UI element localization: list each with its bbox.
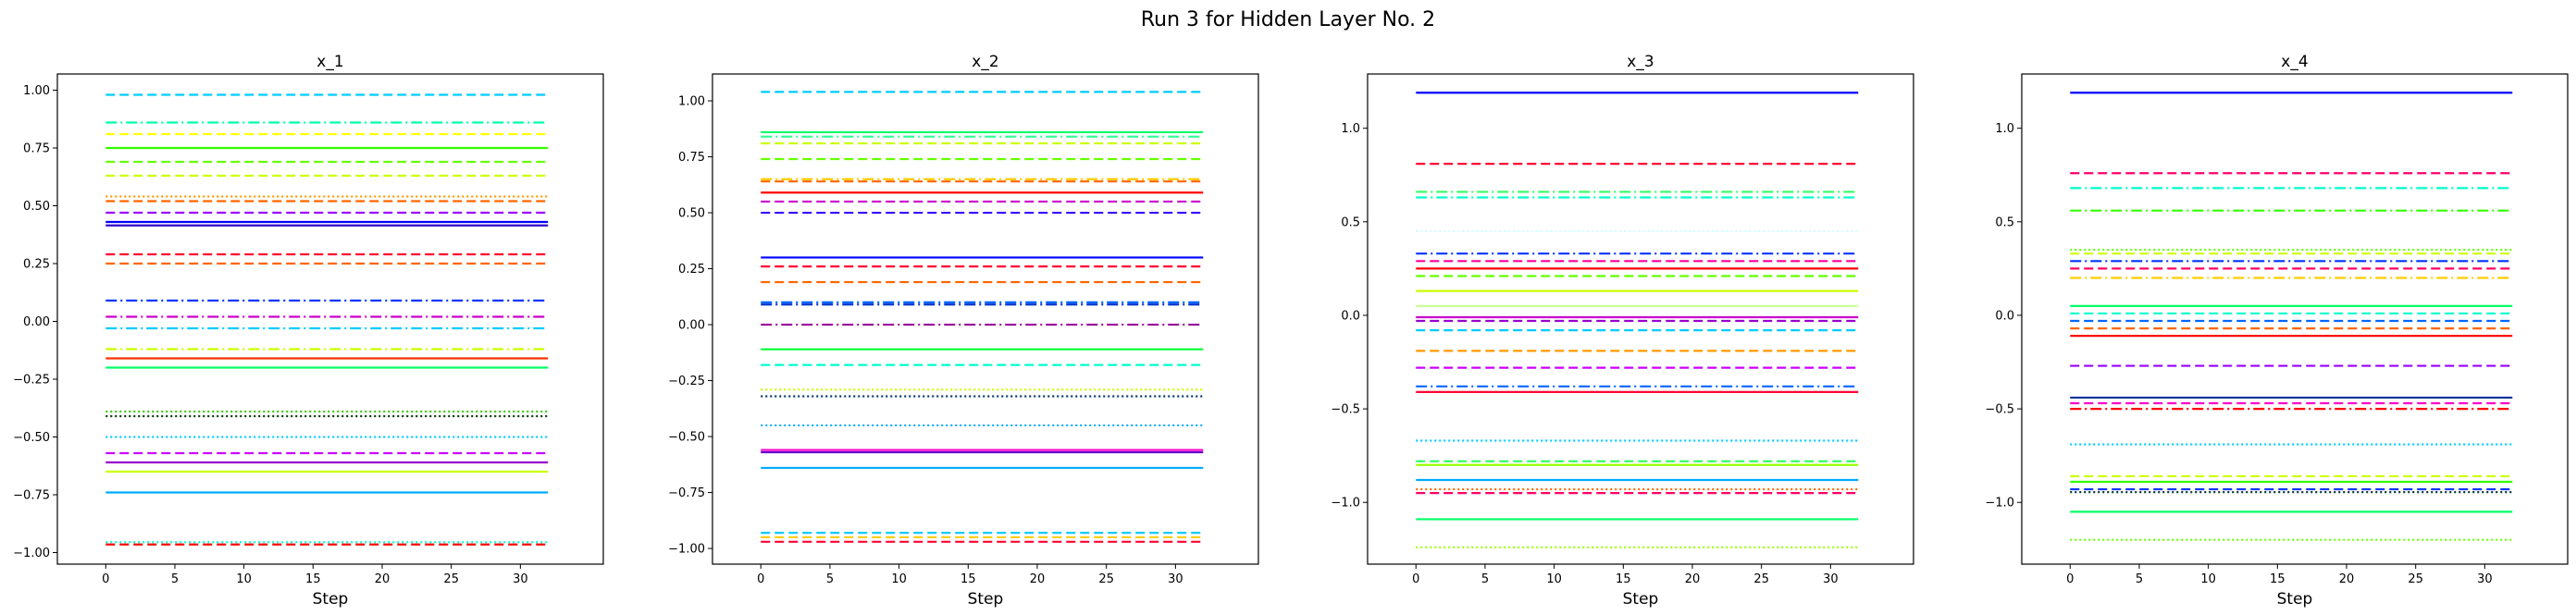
y-tick-label: −0.75 [13,489,50,503]
x-axis-label: Step [1623,590,1659,609]
x-tick-label: 5 [826,572,834,586]
subplot-title: x_4 [2281,53,2308,71]
y-tick-label: 0.5 [1341,215,1360,229]
y-tick-label: 1.00 [23,84,50,98]
x-tick-label: 25 [1098,572,1114,586]
subplot-x4: 0 5 10 15 20 25 30 −1.0 −0.5 0.0 0.5 1.0 x_4 Step [1985,53,2569,609]
subplot-x2: 0 5 10 15 20 25 30 −1.00 −0.75 −0.50 −0.25 0.00 0.25… [668,53,1259,609]
y-tick-label: 0.25 [23,258,50,272]
y-tick-label: −0.50 [13,431,50,445]
y-tick-label: 0.0 [1995,309,2014,323]
y-tick-label: 1.00 [678,95,705,109]
x-tick-label: 15 [2270,572,2285,586]
x-tick-label: 30 [513,572,528,586]
x-tick-label: 25 [2408,572,2423,586]
y-tick-label: 0.00 [23,315,50,329]
y-tick-label: −0.5 [1985,403,2014,417]
x-axis-label: Step [313,590,349,609]
x-tick-label: 20 [1030,572,1046,586]
x-tick-label: 5 [171,572,179,586]
y-tick-label: −0.5 [1331,403,1360,417]
x-tick-label: 20 [2339,572,2355,586]
x-tick-label: 30 [2477,572,2493,586]
y-tick-label: −1.0 [1985,497,2014,510]
x-tick-label: 15 [1616,572,1631,586]
x-tick-label: 25 [443,572,459,586]
x-tick-label: 30 [1823,572,1839,586]
x-tick-label: 10 [1546,572,1562,586]
y-tick-label: 0.25 [678,263,705,277]
subplot-title: x_3 [1627,53,1653,71]
x-tick-label: 30 [1168,572,1183,586]
y-tick-label: 0.5 [1995,215,2014,229]
y-tick-label: 0.0 [1341,309,1360,323]
y-tick-label: −0.25 [13,374,50,387]
y-tick-label: −0.25 [668,375,705,388]
y-tick-label: −0.75 [668,486,705,500]
x-tick-label: 20 [375,572,390,586]
y-tick-label: 0.50 [678,207,705,221]
x-tick-label: 0 [1412,572,1419,586]
axes-frame [712,73,1259,565]
y-tick-label: 0.00 [678,319,705,333]
x-tick-label: 0 [102,572,109,586]
x-tick-label: 0 [757,572,764,586]
x-tick-label: 0 [2066,572,2074,586]
y-tick-label: −1.0 [1331,497,1360,510]
x-axis-label: Step [968,590,1004,609]
subplot-x1: 0 5 10 15 20 25 30 −1.00 −0.75 −0.50 −0.25 0.00 0.25… [13,53,604,609]
x-tick-label: 15 [305,572,321,586]
axes-frame [1367,73,1914,565]
x-tick-label: 5 [1481,572,1489,586]
subplot-title: x_1 [316,53,343,71]
x-tick-label: 5 [2136,572,2143,586]
figure-suptitle: Run 3 for Hidden Layer No. 2 [1141,8,1435,31]
axes-frame [2021,73,2569,565]
subplot-x3: 0 5 10 15 20 25 30 −1.0 −0.5 0.0 0.5 1.0 x_3 Step [1331,53,1914,609]
x-tick-label: 10 [2200,572,2216,586]
y-tick-label: 0.50 [23,200,50,214]
y-tick-label: −0.50 [668,431,705,445]
y-tick-label: −1.00 [668,543,705,557]
y-tick-label: 0.75 [678,151,705,165]
x-tick-label: 25 [1753,572,1769,586]
x-tick-label: 10 [236,572,252,586]
x-tick-label: 15 [960,572,976,586]
axes-frame [56,73,604,565]
x-tick-label: 20 [1685,572,1701,586]
y-tick-label: 0.75 [23,142,50,156]
y-tick-label: −1.00 [13,547,50,560]
x-axis-label: Step [2277,590,2313,609]
x-tick-label: 10 [891,572,907,586]
y-tick-label: 1.0 [1341,122,1360,136]
subplot-title: x_2 [972,53,998,71]
y-tick-label: 1.0 [1995,122,2014,136]
